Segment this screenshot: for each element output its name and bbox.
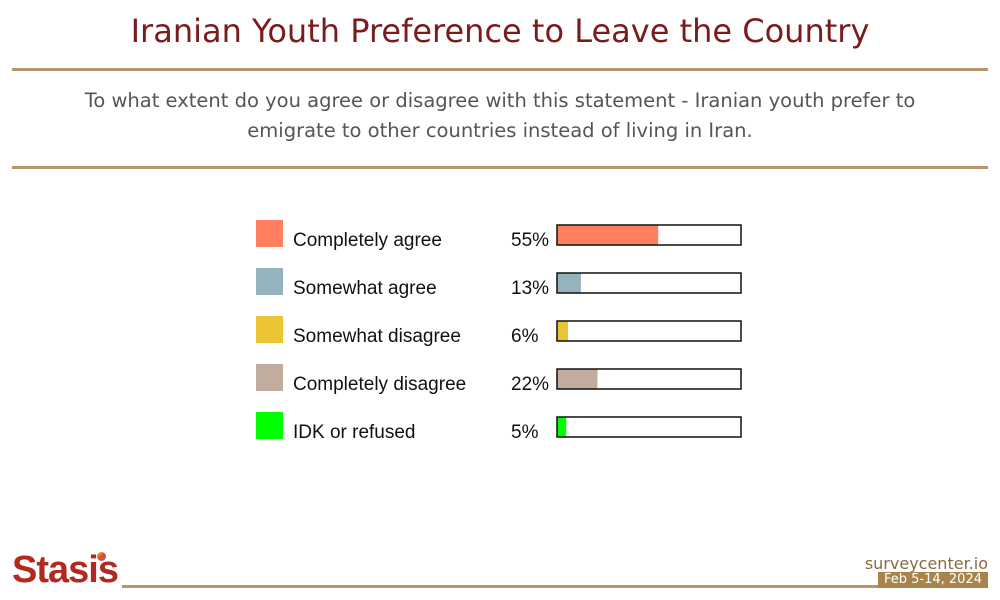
- legend-swatch: [256, 412, 283, 439]
- survey-question: To what extent do you agree or disagree …: [84, 89, 916, 142]
- bar-frame: [556, 368, 742, 390]
- chart-title: Iranian Youth Preference to Leave the Co…: [130, 12, 870, 50]
- bar-fill: [557, 225, 659, 245]
- bar-frame: [556, 320, 742, 342]
- category-label: Completely agree: [293, 230, 442, 251]
- value-label: 13%: [511, 278, 549, 299]
- legend-swatch: [256, 220, 283, 247]
- bar-fill: [557, 369, 598, 389]
- footer-divider: [122, 585, 988, 588]
- legend-swatch: [256, 268, 283, 295]
- question-divider: [12, 166, 988, 169]
- value-label: 5%: [511, 422, 539, 443]
- category-label: IDK or refused: [293, 422, 416, 443]
- value-label: 6%: [511, 326, 539, 347]
- site-name: surveycenter.io: [864, 554, 988, 573]
- category-label: Somewhat disagree: [293, 326, 461, 347]
- legend-swatch: [256, 364, 283, 391]
- legend-swatch: [256, 316, 283, 343]
- category-label: Somewhat agree: [293, 278, 437, 299]
- value-label: 22%: [511, 374, 549, 395]
- bar-frame: [556, 416, 742, 438]
- bar-frame: [556, 224, 742, 246]
- logo-dot-icon: [97, 552, 106, 561]
- title-divider: [12, 68, 988, 71]
- bar-fill: [557, 417, 567, 437]
- survey-date-badge: Feb 5-14, 2024: [877, 572, 988, 588]
- stasis-logo: Stasis: [12, 550, 119, 590]
- bar-fill: [557, 273, 581, 293]
- bar-frame: [556, 272, 742, 294]
- bar-fill: [557, 321, 569, 341]
- value-label: 55%: [511, 230, 549, 251]
- category-label: Completely disagree: [293, 374, 466, 395]
